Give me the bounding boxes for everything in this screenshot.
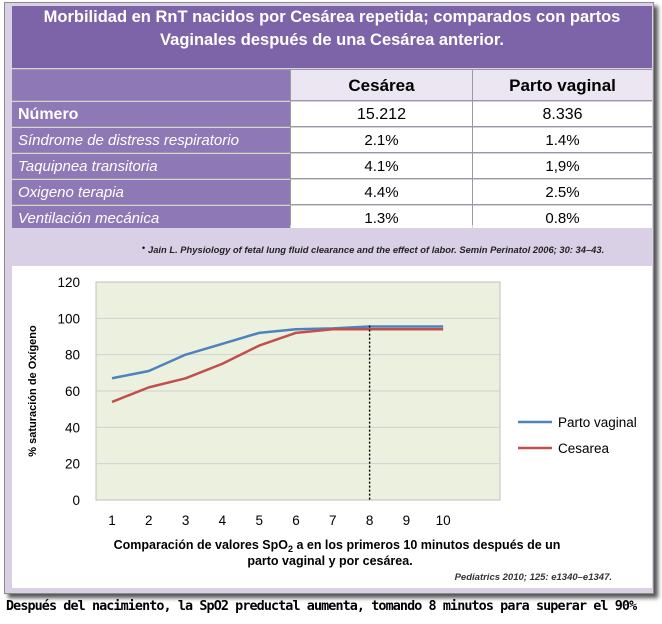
x-tick-label: 8 bbox=[366, 513, 374, 528]
x-tick-label: 10 bbox=[436, 513, 451, 528]
row-label: Número bbox=[12, 102, 290, 127]
table-row: Número 15.212 8.336 bbox=[12, 102, 652, 127]
y-tick-label: 40 bbox=[65, 420, 80, 435]
header-line-2: Vaginales después de una Cesárea anterio… bbox=[160, 31, 504, 49]
chart-reference: Pediatrics 2010; 125: e1340–e1347. bbox=[455, 572, 612, 583]
legend-label: Parto vaginal bbox=[558, 415, 637, 430]
x-tick-label: 1 bbox=[108, 513, 116, 528]
row-label: Síndrome de distress respiratorio bbox=[12, 128, 290, 153]
table-row: Oxigeno terapia 4.4% 2.5% bbox=[12, 180, 652, 205]
slide-header: Morbilidad en RnT nacidos por Cesárea re… bbox=[12, 6, 652, 68]
cesarea-value: 2.1% bbox=[291, 128, 472, 153]
table-header-row: Cesárea Parto vaginal bbox=[12, 70, 652, 101]
x-tick-label: 5 bbox=[255, 513, 263, 528]
citation-bar bbox=[12, 228, 652, 264]
header-line-1: Morbilidad en RnT nacidos por Cesárea re… bbox=[43, 8, 621, 26]
y-tick-label: 0 bbox=[72, 493, 80, 508]
spo2-line-chart: 0 20 40 60 80 100 120 1 2 3 4 5 6 7 8 9 10 % saturación… bbox=[27, 275, 637, 583]
vaginal-value: 1,9% bbox=[473, 154, 652, 179]
chart-panel: 0 20 40 60 80 100 120 1 2 3 4 5 6 7 8 9 10 % saturación… bbox=[12, 266, 652, 588]
y-tick-label: 120 bbox=[57, 275, 80, 290]
row-label: Oxigeno terapia bbox=[12, 180, 290, 205]
x-tick-label: 6 bbox=[292, 513, 300, 528]
vaginal-value: 2.5% bbox=[473, 180, 652, 205]
table-row: Taquipnea transitoria 4.1% 1,9% bbox=[12, 154, 652, 179]
row-label: Taquipnea transitoria bbox=[12, 154, 290, 179]
series-line-cesarea bbox=[111, 327, 444, 404]
chart-title-part-2: a en los primeros 10 minutos después de … bbox=[293, 538, 560, 552]
y-tick-label: 60 bbox=[65, 384, 80, 399]
row-label: Ventilación mecánica bbox=[12, 206, 290, 231]
x-tick-label: 9 bbox=[403, 513, 411, 528]
vaginal-value: 8.336 bbox=[473, 102, 652, 127]
table-row: Síndrome de distress respiratorio 2.1% 1… bbox=[12, 128, 652, 153]
chart-title-line-2: parto vaginal y por cesárea. bbox=[247, 554, 412, 568]
chart-title-line-1: Comparación de valores SpO2 a en los pri… bbox=[114, 538, 561, 554]
y-axis-label: % saturación de Oxígeno bbox=[27, 325, 39, 457]
cesarea-value: 1.3% bbox=[291, 206, 472, 231]
cesarea-value: 4.1% bbox=[291, 154, 472, 179]
table-header-empty bbox=[12, 70, 290, 101]
column-header-parto-vaginal: Parto vaginal bbox=[473, 70, 652, 101]
chart-title-subscript: 2 bbox=[288, 544, 293, 554]
y-tick-label: 80 bbox=[65, 348, 80, 363]
cesarea-value: 4.4% bbox=[291, 180, 472, 205]
series-line-parto-vaginal bbox=[111, 325, 444, 380]
column-header-cesarea: Cesárea bbox=[291, 70, 472, 101]
y-tick-label: 20 bbox=[65, 457, 80, 472]
vaginal-value: 1.4% bbox=[473, 128, 652, 153]
chart-title-part-1: Comparación de valores SpO bbox=[114, 538, 289, 552]
cesarea-value: 15.212 bbox=[291, 102, 472, 127]
x-tick-label: 7 bbox=[329, 513, 337, 528]
x-tick-label: 3 bbox=[182, 513, 190, 528]
table-row: Ventilación mecánica 1.3% 0.8% bbox=[12, 206, 652, 231]
y-tick-label: 100 bbox=[57, 311, 80, 326]
x-tick-label: 2 bbox=[145, 513, 153, 528]
x-tick-label: 4 bbox=[219, 513, 227, 528]
legend-label: Cesarea bbox=[558, 441, 610, 456]
slide-caption: Después del nacimiento, la SpO2 preducta… bbox=[6, 599, 637, 614]
vaginal-value: 0.8% bbox=[473, 206, 652, 231]
bullet-dot: • bbox=[142, 243, 146, 253]
citation-text: Jain L. Physiology of fetal lung fluid c… bbox=[148, 244, 605, 255]
